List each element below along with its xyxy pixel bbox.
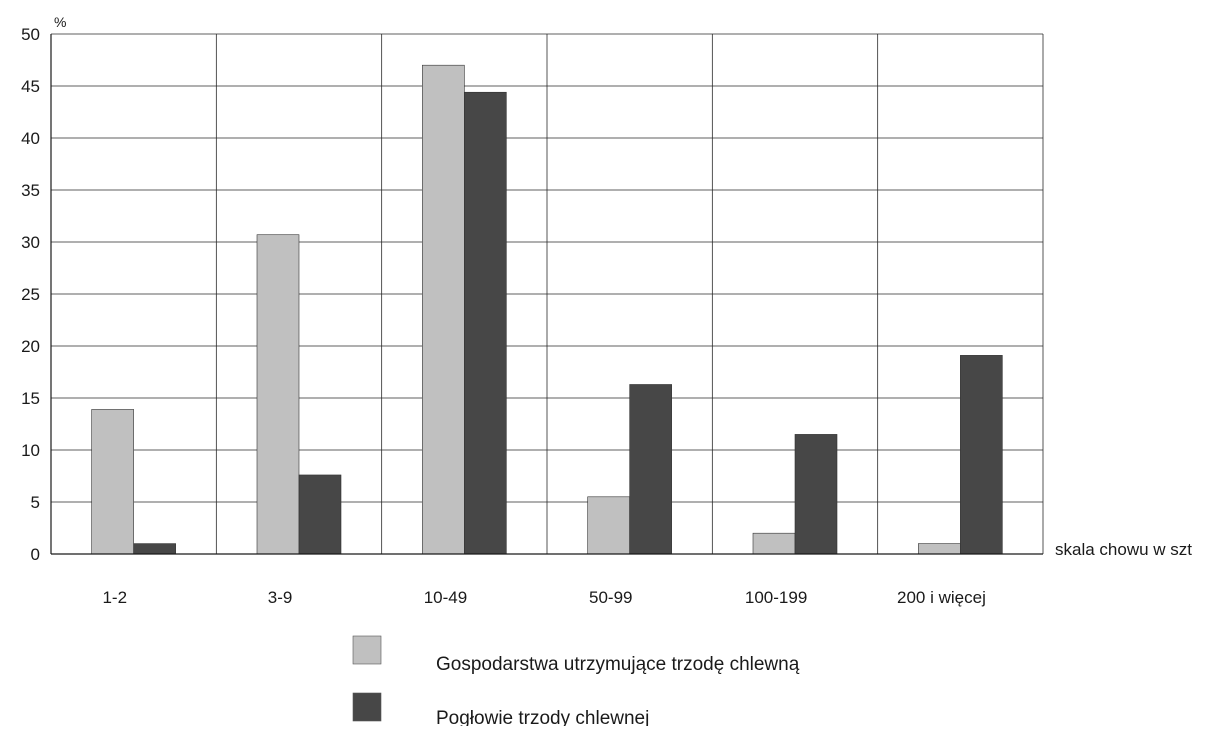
y-tick-label: 40 xyxy=(21,129,40,148)
bar-series-1 xyxy=(422,64,465,555)
bar-series-1 xyxy=(587,496,630,555)
x-category-label: 10-49 xyxy=(424,588,467,607)
y-tick-label: 30 xyxy=(21,233,40,252)
bar-series-1 xyxy=(752,532,796,555)
bar-series-2 xyxy=(794,434,838,555)
y-tick-label: 0 xyxy=(31,545,40,564)
y-tick-label: 10 xyxy=(21,441,40,460)
x-category-label: 200 i więcej xyxy=(897,588,986,607)
y-tick-label: 45 xyxy=(21,77,40,96)
bar-series-1 xyxy=(91,409,134,555)
y-tick-label: 5 xyxy=(31,493,40,512)
y-tick-label: 20 xyxy=(21,337,40,356)
legend-label-series-1: Gospodarstwa utrzymujące trzodę chlewną xyxy=(436,654,800,675)
y-axis-unit-label: % xyxy=(54,14,66,30)
bar-series-1 xyxy=(256,234,300,555)
bar-series-2 xyxy=(133,543,176,555)
legend-swatch-series-2 xyxy=(352,692,382,722)
bar-series-1 xyxy=(918,543,961,555)
x-category-label: 1-2 xyxy=(102,588,127,607)
x-category-label: 3-9 xyxy=(268,588,293,607)
bar-series-2 xyxy=(960,355,1003,555)
legend-label-series-2: Pogłowie trzody chlewnej xyxy=(436,708,649,726)
y-tick-label: 50 xyxy=(21,25,40,44)
x-category-label: 100-199 xyxy=(745,588,807,607)
y-tick-label: 15 xyxy=(21,389,40,408)
legend-swatch-series-1 xyxy=(352,635,382,665)
legend: Gospodarstwa utrzymujące trzodę chlewną … xyxy=(352,635,800,729)
x-category-label: 50-99 xyxy=(589,588,632,607)
bar-series-2 xyxy=(629,384,672,555)
axes xyxy=(50,34,1043,555)
grid xyxy=(51,33,1044,555)
x-axis-label: skala chowu w szt xyxy=(1055,540,1192,559)
labels: % skala chowu w szt 0 5 10 15 20 25 30 35 40 45 50… xyxy=(21,14,1192,607)
y-tick-label: 35 xyxy=(21,181,40,200)
bar-series-2 xyxy=(464,91,507,555)
y-tick-label: 25 xyxy=(21,285,40,304)
bars xyxy=(91,64,1003,555)
bar-series-2 xyxy=(298,474,342,555)
